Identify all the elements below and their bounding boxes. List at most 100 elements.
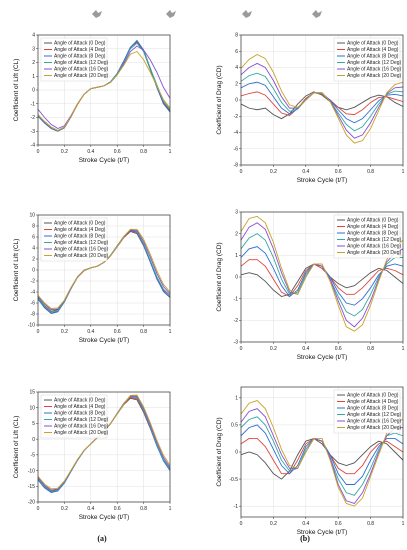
series-line (240, 72, 404, 132)
x-axis-label: Stroke Cycle (t/T) (297, 177, 348, 184)
legend-entry: Angle of Attack (16 Deg) (54, 424, 109, 430)
x-tick-label: 0.8 (140, 506, 147, 512)
bird-icon (166, 10, 176, 18)
legend-box (40, 37, 108, 82)
y-tick-label: -3 (234, 340, 239, 346)
x-tick-label: 1 (402, 521, 405, 527)
y-tick-label: -4 (31, 143, 36, 149)
series-line (240, 400, 404, 507)
legend-entry: Angle of Attack (4 Deg) (347, 47, 399, 53)
bird-icon (92, 10, 102, 18)
legend-entry: Angle of Attack (0 Deg) (54, 41, 106, 47)
y-tick-label: -20 (28, 500, 35, 506)
y-tick-label: 10 (29, 405, 35, 411)
legend-entry: Angle of Attack (8 Deg) (54, 54, 106, 60)
x-axis-label: Stroke Cycle (t/T) (79, 157, 130, 164)
series-line (240, 215, 404, 332)
y-tick-label: 3 (32, 46, 35, 52)
y-tick-label: 2 (32, 60, 35, 66)
x-tick-label: 0.2 (61, 149, 68, 155)
x-tick-label: 0.4 (87, 149, 94, 155)
y-tick-label: -10 (28, 323, 35, 329)
legend: Angle of Attack (0 Deg)Angle of Attack (… (333, 389, 402, 434)
y-tick-label: 1 (235, 253, 238, 259)
legend-entry: Angle of Attack (16 Deg) (347, 419, 402, 425)
legend-entry: Angle of Attack (4 Deg) (54, 404, 106, 410)
x-tick-label: 0.8 (367, 521, 374, 527)
x-tick-label: 1 (402, 346, 405, 352)
legend-entry: Angle of Attack (0 Deg) (347, 41, 399, 47)
y-tick-label: 2 (235, 231, 238, 237)
chart-4: 0 0.2 0.4 0.6 0.8 1 -3 -2 -1 0 1 2 3 Stroke Cycle (t/… (216, 210, 405, 361)
y-tick-label: -5 (31, 453, 36, 459)
x-tick-label: 0.8 (140, 329, 147, 335)
y-tick-label: -2 (234, 318, 239, 324)
y-tick-label: 0 (32, 88, 35, 94)
y-tick-label: 8 (32, 224, 35, 230)
y-tick-label: 4 (235, 65, 238, 71)
chart-6: 0 0.2 0.4 0.6 0.8 1 -1 -0.5 0 0.5 1 Stroke Cycle (t… (216, 386, 405, 536)
chart-3: 0 0.2 0.4 0.6 0.8 1 -10 -8 -6 -4 -2 0 2 4 6 8 10 Stroke C… (13, 213, 172, 344)
x-tick-label: 0.2 (61, 506, 68, 512)
y-tick-label: 4 (32, 246, 35, 252)
legend-entry: Angle of Attack (12 Deg) (54, 240, 109, 246)
y-axis-label: Coefficient of Lift (CL) (13, 59, 20, 122)
x-axis-label: Stroke Cycle (t/T) (297, 529, 348, 536)
series-line (240, 91, 404, 120)
chart-5: 0 0.2 0.4 0.6 0.8 1 -20 -15 -10 -5 0 5 10 15 Stroke Cy… (13, 390, 172, 521)
x-tick-label: 1 (169, 329, 172, 335)
legend-entry: Angle of Attack (16 Deg) (54, 247, 109, 253)
legend-entry: Angle of Attack (20 Deg) (347, 73, 402, 79)
x-axis-label: Stroke Cycle (t/T) (297, 354, 348, 361)
y-tick-label: 0 (32, 268, 35, 274)
y-tick-label: 3 (235, 210, 238, 216)
x-tick-label: 0 (37, 506, 40, 512)
legend-entry: Angle of Attack (4 Deg) (54, 47, 106, 53)
plot-frame (37, 391, 171, 503)
y-tick-label: 6 (32, 235, 35, 241)
x-axis-label: Stroke Cycle (t/T) (79, 514, 130, 521)
legend-entry: Angle of Attack (0 Deg) (347, 218, 399, 224)
y-tick-label: 2 (235, 81, 238, 87)
y-tick-label: -6 (234, 146, 239, 152)
y-tick-label: -1 (234, 504, 239, 510)
y-tick-label: -4 (234, 130, 239, 136)
y-tick-label: -1 (31, 101, 36, 107)
legend-entry: Angle of Attack (4 Deg) (347, 399, 399, 405)
y-tick-label: 1 (235, 396, 238, 402)
y-tick-label: 8 (235, 33, 238, 39)
bird-icon (312, 10, 322, 18)
x-tick-label: 1 (169, 149, 172, 155)
legend-entry: Angle of Attack (12 Deg) (347, 237, 402, 243)
y-tick-label: 0 (235, 450, 238, 456)
x-tick-label: 0 (37, 149, 40, 155)
y-tick-label: -4 (31, 290, 36, 296)
legend: Angle of Attack (0 Deg)Angle of Attack (… (40, 394, 109, 439)
legend-entry: Angle of Attack (20 Deg) (54, 430, 109, 436)
series-line (240, 81, 404, 124)
x-tick-label: 0.2 (270, 521, 277, 527)
y-tick-label: -15 (28, 484, 35, 490)
legend-entry: Angle of Attack (16 Deg) (54, 67, 109, 73)
legend-entry: Angle of Attack (0 Deg) (54, 221, 106, 227)
y-tick-label: 0 (235, 275, 238, 281)
bird-icon (242, 10, 252, 18)
x-tick-label: 0.6 (114, 506, 121, 512)
y-tick-label: -8 (234, 163, 239, 169)
y-tick-label: 0.5 (231, 423, 238, 429)
legend-entry: Angle of Attack (8 Deg) (347, 231, 399, 237)
x-tick-label: 0.8 (367, 169, 374, 175)
legend-entry: Angle of Attack (8 Deg) (54, 411, 106, 417)
series-line (37, 228, 171, 309)
logo-row (92, 10, 322, 18)
y-tick-label: -2 (31, 115, 36, 121)
legend: Angle of Attack (0 Deg)Angle of Attack (… (333, 37, 402, 82)
x-tick-label: 0.4 (302, 169, 309, 175)
legend-entry: Angle of Attack (20 Deg) (54, 253, 109, 259)
y-tick-label: 0 (235, 98, 238, 104)
x-axis-label: Stroke Cycle (t/T) (79, 337, 130, 344)
legend-entry: Angle of Attack (8 Deg) (347, 54, 399, 60)
x-tick-label: 0.6 (114, 149, 121, 155)
legend-entry: Angle of Attack (4 Deg) (54, 227, 106, 233)
x-tick-label: 0.2 (270, 346, 277, 352)
